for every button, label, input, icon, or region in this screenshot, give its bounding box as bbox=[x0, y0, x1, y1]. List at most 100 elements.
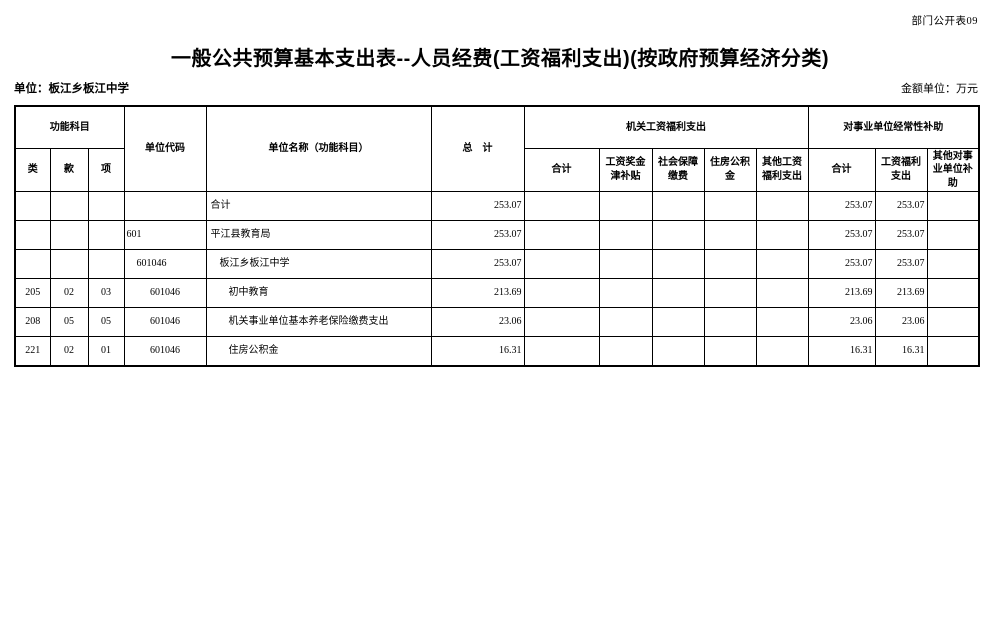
cell-org-social-security bbox=[651, 249, 705, 279]
cell-xiang bbox=[87, 249, 125, 279]
header-inst-total: 合计 bbox=[807, 147, 876, 192]
cell-unit-code: 601046 bbox=[123, 249, 207, 279]
cell-inst-total: 253.07 bbox=[807, 220, 876, 250]
unit-label: 单位：板江乡板江中学 bbox=[14, 83, 129, 95]
cell-inst-total: 253.07 bbox=[807, 191, 876, 221]
header-inst-group: 对事业单位经常性补助 bbox=[807, 105, 980, 149]
cell-xiang: 05 bbox=[87, 307, 125, 337]
table-row-education: 205 02 03 601046 初中教育 213.69 213.69 213.… bbox=[14, 278, 980, 308]
cell-lei: 205 bbox=[14, 278, 51, 308]
cell-lei: 221 bbox=[14, 336, 51, 366]
table-row-school: 601046 板江乡板江中学 253.07 253.07 253.07 bbox=[14, 249, 980, 279]
cell-inst-total: 16.31 bbox=[807, 336, 876, 366]
cell-org-total bbox=[523, 220, 600, 250]
cell-inst-salary-welfare: 23.06 bbox=[874, 307, 928, 337]
cell-xiang: 01 bbox=[87, 336, 125, 366]
cell-inst-salary-welfare: 213.69 bbox=[874, 278, 928, 308]
cell-org-salary-bonus bbox=[598, 307, 653, 337]
cell-org-social-security bbox=[651, 191, 705, 221]
header-org-other-welfare: 其他工资福利支出 bbox=[755, 147, 809, 192]
cell-unit-code: 601 bbox=[123, 220, 207, 250]
header-unit-name: 单位名称（功能科目） bbox=[205, 105, 432, 192]
cell-total: 213.69 bbox=[430, 278, 525, 308]
cell-org-housing-fund bbox=[703, 307, 757, 337]
header-org-social-security: 社会保障缴费 bbox=[651, 147, 705, 192]
cell-xiang bbox=[87, 220, 125, 250]
cell-org-total bbox=[523, 191, 600, 221]
table-row-total: 合计 253.07 253.07 253.07 bbox=[14, 191, 980, 221]
header-unit-code: 单位代码 bbox=[123, 105, 207, 192]
cell-inst-other-subsidy bbox=[926, 278, 980, 308]
header-org-total: 合计 bbox=[523, 147, 600, 192]
budget-table: 功能科目 单位代码 单位名称（功能科目） 总 计 机关工资福利支出 对事业单位经… bbox=[14, 105, 981, 367]
cell-org-housing-fund bbox=[703, 278, 757, 308]
cell-org-social-security bbox=[651, 220, 705, 250]
cell-org-total bbox=[523, 249, 600, 279]
cell-unit-code bbox=[123, 191, 207, 221]
cell-inst-other-subsidy bbox=[926, 220, 980, 250]
cell-unit-name: 板江乡板江中学 bbox=[205, 249, 432, 279]
page-title: 一般公共预算基本支出表--人员经费(工资福利支出)(按政府预算经济分类) bbox=[171, 48, 829, 70]
header-lei: 类 bbox=[14, 147, 51, 192]
cell-org-salary-bonus bbox=[598, 191, 653, 221]
table-row-pension: 208 05 05 601046 机关事业单位基本养老保险缴费支出 23.06 … bbox=[14, 307, 980, 337]
meta-row: 单位：板江乡板江中学 金额单位：万元 bbox=[14, 80, 978, 96]
cell-total: 253.07 bbox=[430, 191, 525, 221]
header-org-group: 机关工资福利支出 bbox=[523, 105, 809, 149]
cell-org-other-welfare bbox=[755, 220, 809, 250]
cell-inst-salary-welfare: 16.31 bbox=[874, 336, 928, 366]
cell-kuan: 02 bbox=[49, 336, 89, 366]
cell-unit-name: 初中教育 bbox=[205, 278, 432, 308]
cell-unit-code: 601046 bbox=[123, 307, 207, 337]
cell-org-salary-bonus bbox=[598, 249, 653, 279]
cell-org-total bbox=[523, 278, 600, 308]
cell-kuan bbox=[49, 220, 89, 250]
cell-kuan: 02 bbox=[49, 278, 89, 308]
cell-org-total bbox=[523, 336, 600, 366]
cell-org-housing-fund bbox=[703, 220, 757, 250]
cell-org-social-security bbox=[651, 278, 705, 308]
cell-kuan: 05 bbox=[49, 307, 89, 337]
cell-xiang: 03 bbox=[87, 278, 125, 308]
cell-unit-name: 住房公积金 bbox=[205, 336, 432, 366]
cell-inst-other-subsidy bbox=[926, 191, 980, 221]
cell-org-other-welfare bbox=[755, 307, 809, 337]
cell-org-housing-fund bbox=[703, 336, 757, 366]
cell-inst-salary-welfare: 253.07 bbox=[874, 191, 928, 221]
table-row-bureau: 601 平江县教育局 253.07 253.07 253.07 bbox=[14, 220, 980, 250]
cell-org-social-security bbox=[651, 307, 705, 337]
table-row-housing-fund: 221 02 01 601046 住房公积金 16.31 16.31 16.31 bbox=[14, 336, 980, 366]
header-org-housing-fund: 住房公积金 bbox=[703, 147, 757, 192]
cell-unit-code: 601046 bbox=[123, 278, 207, 308]
header-kuan: 款 bbox=[49, 147, 89, 192]
header-inst-salary-welfare: 工资福利支出 bbox=[874, 147, 928, 192]
cell-kuan bbox=[49, 191, 89, 221]
cell-lei bbox=[14, 220, 51, 250]
cell-unit-name: 机关事业单位基本养老保险缴费支出 bbox=[205, 307, 432, 337]
cell-xiang bbox=[87, 191, 125, 221]
cell-inst-other-subsidy bbox=[926, 249, 980, 279]
header-xiang: 项 bbox=[87, 147, 125, 192]
cell-total: 16.31 bbox=[430, 336, 525, 366]
cell-unit-name: 合计 bbox=[205, 191, 432, 221]
cell-unit-code: 601046 bbox=[123, 336, 207, 366]
cell-org-other-welfare bbox=[755, 191, 809, 221]
cell-lei: 208 bbox=[14, 307, 51, 337]
cell-org-other-welfare bbox=[755, 249, 809, 279]
cell-inst-salary-welfare: 253.07 bbox=[874, 220, 928, 250]
cell-org-housing-fund bbox=[703, 191, 757, 221]
cell-total: 23.06 bbox=[430, 307, 525, 337]
cell-inst-total: 253.07 bbox=[807, 249, 876, 279]
header-inst-other-subsidy: 其他对事业单位补助 bbox=[926, 147, 980, 192]
cell-kuan bbox=[49, 249, 89, 279]
cell-total: 253.07 bbox=[430, 220, 525, 250]
cell-inst-other-subsidy bbox=[926, 336, 980, 366]
cell-org-social-security bbox=[651, 336, 705, 366]
cell-org-other-welfare bbox=[755, 336, 809, 366]
cell-org-salary-bonus bbox=[598, 278, 653, 308]
cell-org-other-welfare bbox=[755, 278, 809, 308]
amount-unit-label: 金额单位：万元 bbox=[901, 83, 978, 95]
cell-org-total bbox=[523, 307, 600, 337]
cell-org-salary-bonus bbox=[598, 220, 653, 250]
cell-inst-total: 23.06 bbox=[807, 307, 876, 337]
